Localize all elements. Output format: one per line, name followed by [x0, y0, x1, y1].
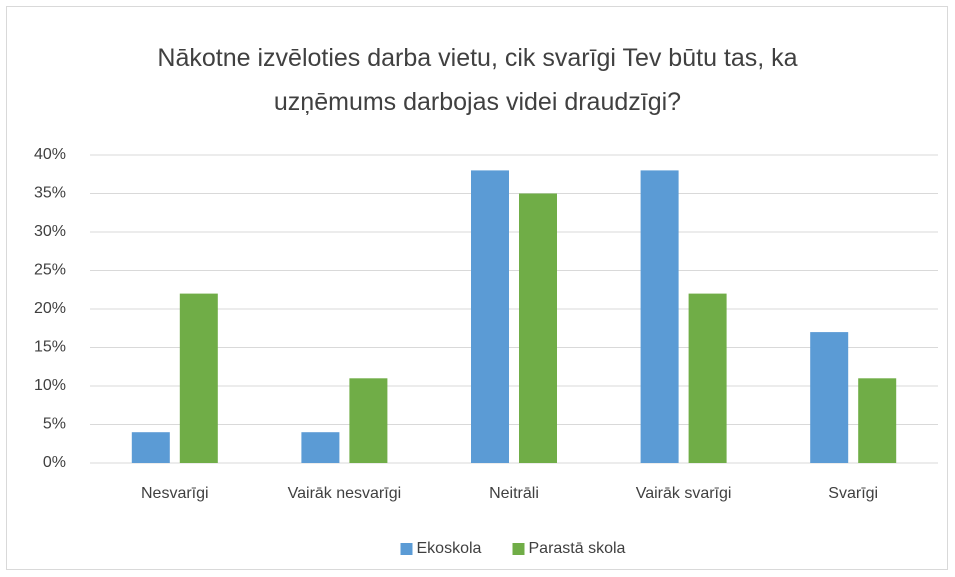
bar: [519, 193, 557, 463]
y-tick-label: 5%: [43, 416, 66, 433]
legend-swatch: [400, 543, 413, 555]
bar: [471, 170, 509, 463]
bar: [179, 293, 218, 463]
y-tick-label: 40%: [34, 146, 66, 163]
legend-swatch: [512, 543, 525, 555]
legend-label: Ekoskola: [417, 540, 482, 557]
y-tick-label: 10%: [34, 377, 66, 394]
bar: [640, 170, 679, 463]
y-tick-label: 25%: [34, 262, 66, 279]
y-tick-label: 0%: [43, 454, 66, 471]
x-tick-label: Vairāk nesvarīgi: [288, 485, 402, 502]
bar: [810, 332, 849, 463]
y-tick-label: 20%: [34, 300, 66, 317]
bar: [349, 378, 388, 463]
bar: [858, 378, 897, 463]
y-tick-label: 30%: [34, 223, 66, 240]
x-tick-label: Svarīgi: [828, 485, 878, 502]
chart-title: Nākotne izvēloties darba vietu, cik svar…: [157, 44, 798, 116]
bar: [301, 432, 340, 463]
bar: [688, 293, 727, 463]
legend-label: Parastā skola: [529, 540, 626, 557]
y-tick-label: 35%: [34, 185, 66, 202]
x-tick-label: Vairāk svarīgi: [636, 485, 732, 502]
bar: [131, 432, 170, 463]
x-tick-label: Neitrāli: [489, 485, 539, 502]
x-tick-label: Nesvarīgi: [141, 485, 209, 502]
y-tick-label: 15%: [34, 339, 66, 356]
